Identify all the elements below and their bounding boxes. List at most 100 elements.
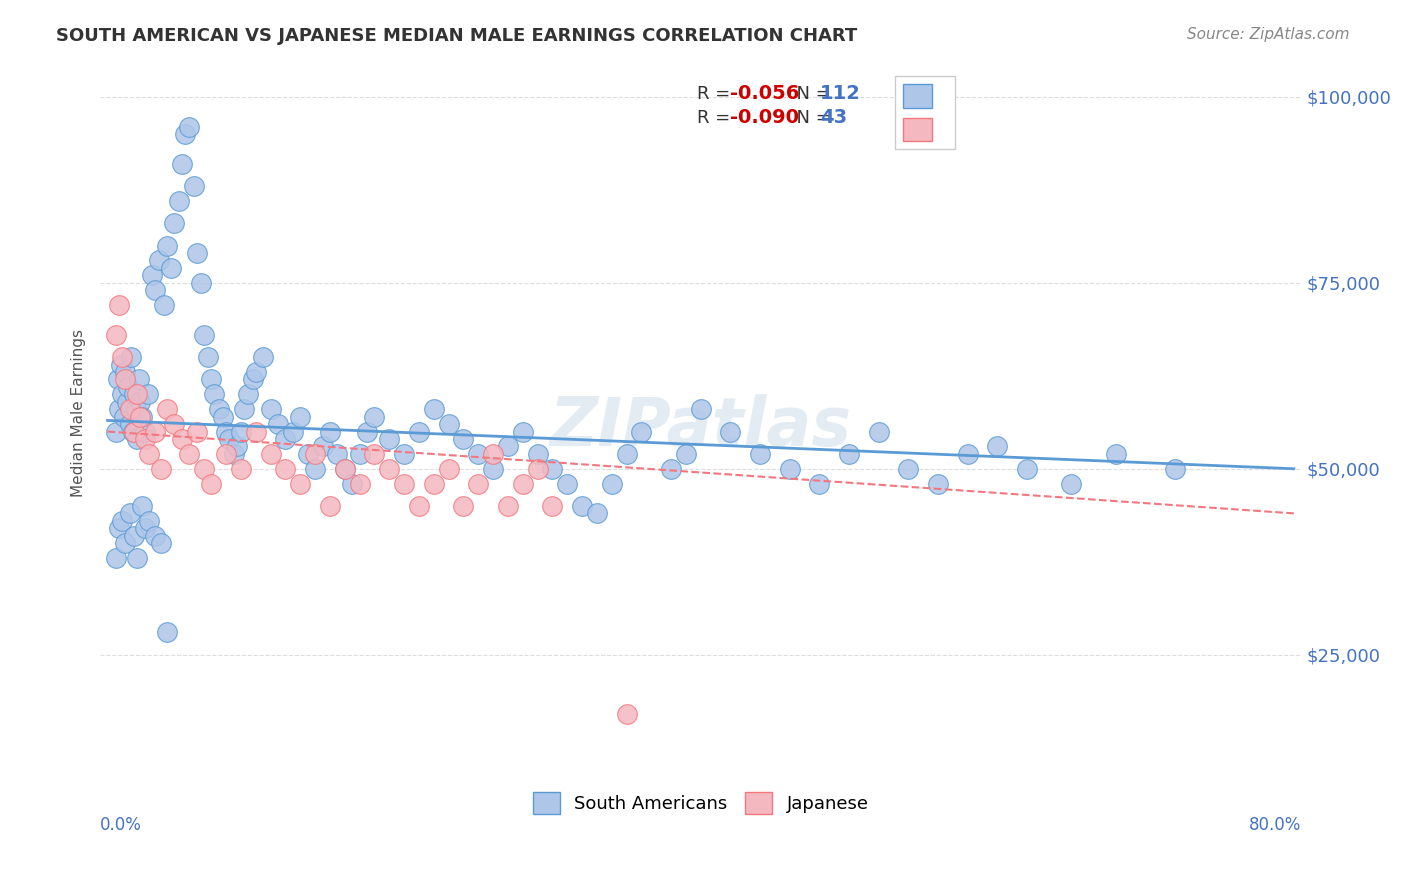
Point <box>131 409 153 424</box>
Point <box>1015 462 1038 476</box>
Point <box>779 462 801 476</box>
Point <box>122 529 145 543</box>
Point <box>110 358 132 372</box>
Point <box>117 380 139 394</box>
Point <box>333 462 356 476</box>
Point <box>512 425 534 439</box>
Point <box>105 551 128 566</box>
Point <box>496 439 519 453</box>
Text: ZIPatlas: ZIPatlas <box>550 394 852 460</box>
Point <box>408 499 430 513</box>
Point <box>274 432 297 446</box>
Text: Source: ZipAtlas.com: Source: ZipAtlas.com <box>1187 27 1350 42</box>
Point <box>131 499 153 513</box>
Point <box>467 447 489 461</box>
Point <box>114 365 136 379</box>
Point <box>105 327 128 342</box>
Point <box>120 350 142 364</box>
Point <box>208 402 231 417</box>
Text: R =: R = <box>697 85 737 103</box>
Point <box>136 387 159 401</box>
Point <box>304 447 326 461</box>
Point <box>986 439 1008 453</box>
Point <box>423 476 446 491</box>
Point <box>112 409 135 424</box>
Point <box>868 425 890 439</box>
Point <box>392 447 415 461</box>
Point <box>392 476 415 491</box>
Point <box>118 507 141 521</box>
Point <box>437 462 460 476</box>
Point <box>245 425 267 439</box>
Point <box>121 425 143 439</box>
Point <box>141 268 163 283</box>
Point <box>218 432 240 446</box>
Point <box>153 298 176 312</box>
Point <box>212 409 235 424</box>
Point <box>349 476 371 491</box>
Point <box>148 253 170 268</box>
Point <box>149 536 172 550</box>
Point <box>927 476 949 491</box>
Point <box>281 425 304 439</box>
Point <box>127 551 149 566</box>
Point <box>512 476 534 491</box>
Text: N =: N = <box>785 85 837 103</box>
Point <box>229 425 252 439</box>
Point <box>108 521 131 535</box>
Point <box>143 283 166 297</box>
Point <box>138 514 160 528</box>
Point <box>163 216 186 230</box>
Text: N =: N = <box>785 109 837 127</box>
Point <box>183 179 205 194</box>
Point <box>238 387 260 401</box>
Point <box>138 447 160 461</box>
Point <box>363 409 385 424</box>
Point <box>260 447 283 461</box>
Point <box>311 439 333 453</box>
Point <box>108 298 131 312</box>
Point <box>453 432 475 446</box>
Point <box>160 260 183 275</box>
Point <box>1060 476 1083 491</box>
Point <box>541 462 564 476</box>
Point <box>128 372 150 386</box>
Point <box>526 462 548 476</box>
Point <box>200 476 222 491</box>
Point <box>127 432 149 446</box>
Point <box>111 514 134 528</box>
Point <box>186 246 208 260</box>
Point <box>149 462 172 476</box>
Point <box>163 417 186 431</box>
Point <box>378 432 401 446</box>
Point <box>215 425 238 439</box>
Point <box>105 425 128 439</box>
Point <box>267 417 290 431</box>
Point <box>897 462 920 476</box>
Point <box>378 462 401 476</box>
Point <box>115 394 138 409</box>
Point <box>319 499 342 513</box>
Point <box>170 157 193 171</box>
Point <box>749 447 772 461</box>
Point <box>177 120 200 134</box>
Point <box>202 387 225 401</box>
Text: SOUTH AMERICAN VS JAPANESE MEDIAN MALE EARNINGS CORRELATION CHART: SOUTH AMERICAN VS JAPANESE MEDIAN MALE E… <box>56 27 858 45</box>
Text: 112: 112 <box>820 84 860 103</box>
Point <box>333 462 356 476</box>
Point <box>496 499 519 513</box>
Point <box>193 462 215 476</box>
Text: -0.056: -0.056 <box>730 84 799 103</box>
Point <box>326 447 349 461</box>
Point <box>252 350 274 364</box>
Text: 43: 43 <box>820 108 846 128</box>
Text: R =: R = <box>697 109 737 127</box>
Point <box>129 394 152 409</box>
Point <box>274 462 297 476</box>
Point <box>290 409 312 424</box>
Point <box>342 476 364 491</box>
Text: 80.0%: 80.0% <box>1249 816 1302 834</box>
Point <box>408 425 430 439</box>
Point <box>659 462 682 476</box>
Point <box>114 536 136 550</box>
